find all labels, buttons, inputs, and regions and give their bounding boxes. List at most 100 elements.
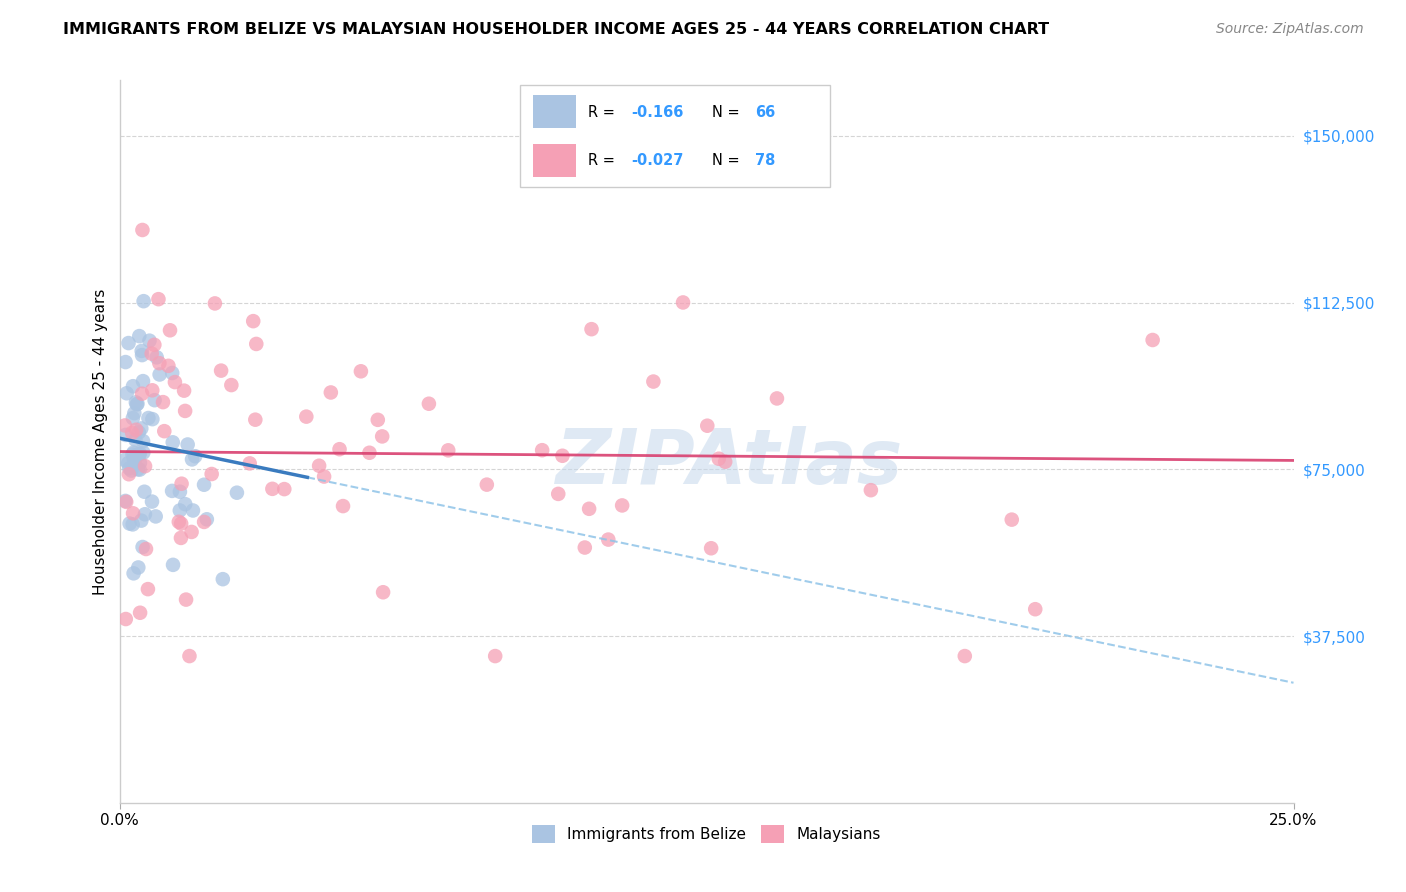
Point [131, 386, 153, 401]
Point [124, 406, 146, 420]
Point [953, 649, 976, 664]
Point [225, 485, 249, 500]
Point [114, 494, 136, 508]
Point [371, 585, 394, 599]
Point [152, 395, 174, 409]
Point [121, 425, 143, 440]
Point [131, 348, 153, 362]
Point [129, 456, 152, 470]
Text: -0.027: -0.027 [631, 153, 683, 169]
Y-axis label: Householder Income Ages 25 - 44 years: Householder Income Ages 25 - 44 years [93, 288, 108, 595]
Point [121, 447, 143, 461]
Point [132, 374, 155, 388]
Point [124, 433, 146, 447]
Point [114, 428, 136, 442]
Point [132, 294, 155, 309]
Point [581, 322, 603, 336]
Text: R =: R = [588, 105, 620, 120]
Point [134, 484, 156, 499]
Point [643, 375, 665, 389]
Point [174, 497, 197, 511]
Point [131, 540, 153, 554]
Point [125, 395, 148, 409]
Point [122, 445, 145, 459]
Point [128, 447, 150, 461]
Point [163, 375, 186, 389]
Point [437, 443, 460, 458]
Point [201, 467, 224, 481]
Point [350, 364, 373, 378]
Point [696, 418, 718, 433]
Legend: Immigrants from Belize, Malaysians: Immigrants from Belize, Malaysians [526, 819, 887, 849]
Text: IMMIGRANTS FROM BELIZE VS MALAYSIAN HOUSEHOLDER INCOME AGES 25 - 44 YEARS CORREL: IMMIGRANTS FROM BELIZE VS MALAYSIAN HOUS… [63, 22, 1049, 37]
Point [169, 484, 191, 499]
Point [610, 499, 633, 513]
Point [245, 337, 267, 351]
Point [138, 411, 160, 425]
Point [145, 509, 167, 524]
Point [332, 499, 354, 513]
Point [117, 336, 139, 351]
Point [295, 409, 318, 424]
Point [128, 329, 150, 343]
Point [766, 392, 789, 406]
Point [176, 437, 198, 451]
Point [211, 572, 233, 586]
Point [153, 424, 176, 438]
Point [118, 467, 141, 482]
Point [162, 558, 184, 572]
Point [195, 512, 218, 526]
Point [115, 386, 138, 401]
Point [551, 449, 574, 463]
Point [149, 368, 172, 382]
Point [169, 503, 191, 517]
Point [174, 404, 197, 418]
Point [204, 296, 226, 310]
Point [128, 463, 150, 477]
Point [245, 413, 267, 427]
Point [714, 455, 737, 469]
Text: -0.166: -0.166 [631, 105, 683, 120]
Point [181, 503, 204, 517]
Point [359, 446, 381, 460]
Point [122, 452, 145, 467]
Point [148, 292, 170, 306]
Point [193, 515, 215, 529]
Point [159, 323, 181, 337]
Point [314, 469, 336, 483]
Point [531, 443, 554, 458]
Text: 66: 66 [755, 105, 776, 120]
Point [129, 514, 152, 528]
FancyBboxPatch shape [533, 145, 576, 177]
Point [162, 435, 184, 450]
Text: ZIPAtlas: ZIPAtlas [557, 426, 904, 500]
Point [117, 456, 139, 470]
Point [134, 459, 156, 474]
Point [131, 343, 153, 358]
Point [167, 515, 190, 529]
Point [114, 355, 136, 369]
Point [367, 413, 389, 427]
Text: 78: 78 [755, 153, 776, 169]
Point [122, 506, 145, 520]
Point [179, 649, 201, 664]
Point [143, 338, 166, 352]
Point [135, 541, 157, 556]
Point [129, 606, 152, 620]
Text: R =: R = [588, 153, 620, 169]
Point [125, 448, 148, 462]
Point [547, 487, 569, 501]
Point [242, 314, 264, 328]
Point [131, 223, 153, 237]
Text: N =: N = [711, 153, 744, 169]
Point [1142, 333, 1164, 347]
Point [170, 476, 193, 491]
Point [418, 397, 440, 411]
Point [221, 378, 243, 392]
Point [181, 452, 204, 467]
Point [122, 566, 145, 581]
Point [173, 384, 195, 398]
Point [136, 582, 159, 596]
Point [128, 446, 150, 460]
Point [170, 531, 193, 545]
